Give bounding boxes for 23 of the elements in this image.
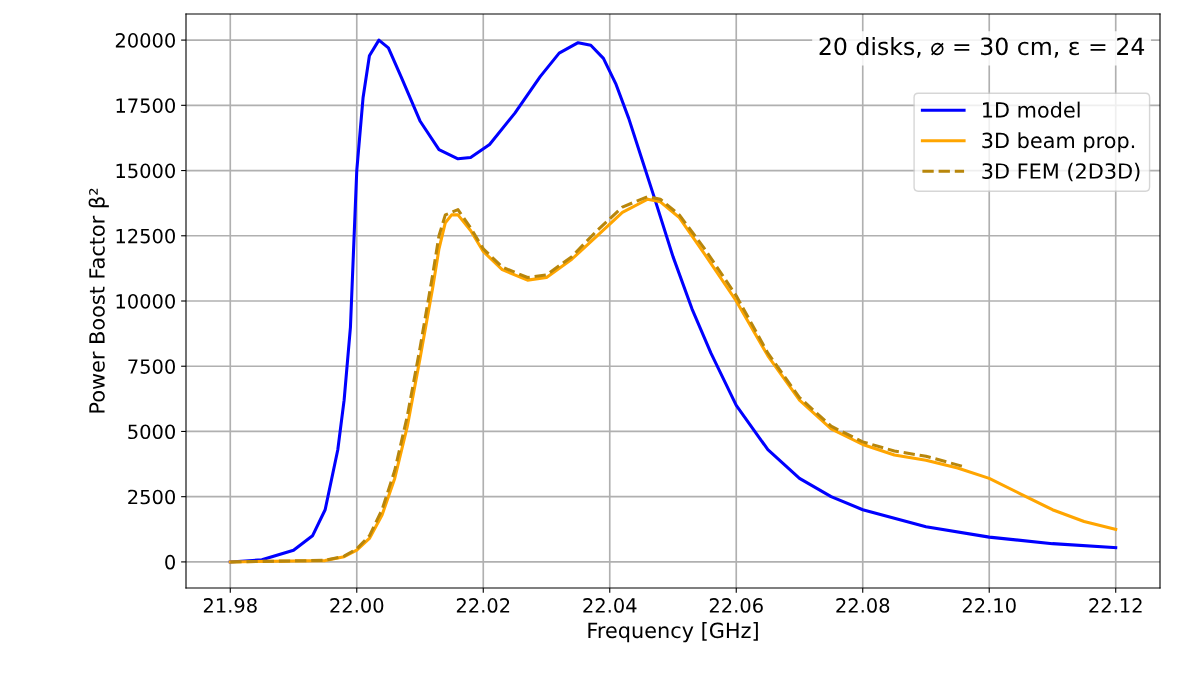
x-tick-label: 22.10 xyxy=(962,598,1016,613)
y-tick-label: 17500 xyxy=(116,98,175,113)
legend-label: 3D beam prop. xyxy=(982,132,1135,153)
x-tick-label: 22.04 xyxy=(583,598,637,613)
y-tick-label: 5000 xyxy=(128,424,175,440)
y-tick-label: 2500 xyxy=(128,489,175,505)
y-tick-label: 10000 xyxy=(116,293,175,309)
y-tick-label: 20000 xyxy=(115,33,175,48)
legend-label: 1D model xyxy=(983,101,1080,118)
x-tick-label: 22.08 xyxy=(836,598,890,613)
x-tick-label: 22.00 xyxy=(330,598,384,613)
x-tick-label: 21.98 xyxy=(203,598,257,613)
y-tick-label: 0 xyxy=(165,554,175,570)
y-tick-label: 7500 xyxy=(128,359,175,374)
y-axis-title: Power Boost Factor β² xyxy=(88,188,109,413)
annotation: 20 disks, ⌀ = 30 cm, ε = 24 xyxy=(819,36,1145,58)
x-tick-label: 22.02 xyxy=(456,598,510,613)
x-tick-label: 22.06 xyxy=(709,598,763,613)
legend-label: 3D FEM (2D3D) xyxy=(982,162,1140,182)
x-axis-title: Frequency [GHz] xyxy=(588,622,758,643)
x-tick-label: 22.12 xyxy=(1089,598,1142,613)
y-tick-label: 15000 xyxy=(116,163,175,179)
y-tick-label: 12500 xyxy=(116,228,175,244)
